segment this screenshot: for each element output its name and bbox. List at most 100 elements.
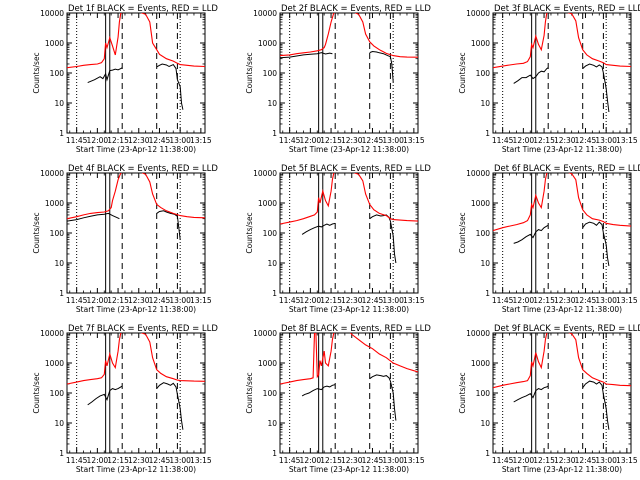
x-tick-label: 12:00 <box>300 456 322 465</box>
y-tick-label: 1 <box>59 289 64 298</box>
y-tick-label: 10 <box>267 419 277 428</box>
y-tick-label: 10000 <box>40 169 64 178</box>
y-tick-label: 10000 <box>40 329 64 338</box>
x-tick-label: 12:15 <box>533 136 555 145</box>
x-tick-label: 12:30 <box>341 296 363 305</box>
y-tick-label: 1000 <box>471 199 490 208</box>
x-tick-label: 13:15 <box>190 136 212 145</box>
y-tick-label: 10000 <box>466 9 490 18</box>
y-tick-label: 10000 <box>40 9 64 18</box>
x-tick-label: 12:00 <box>513 456 535 465</box>
y-tick-label: 100 <box>50 389 65 398</box>
y-tick-label: 100 <box>476 229 491 238</box>
y-tick-label: 100 <box>476 389 491 398</box>
y-tick-label: 1 <box>272 129 277 138</box>
marker-lines <box>502 333 607 453</box>
y-tick-label: 1 <box>272 289 277 298</box>
y-tick-label: 100 <box>50 69 65 78</box>
marker-lines <box>289 13 394 133</box>
x-tick-label: 12:15 <box>107 456 129 465</box>
x-tick-label: 12:15 <box>533 456 555 465</box>
x-tick-label: 12:00 <box>87 136 109 145</box>
panel-title: Det 4f BLACK = Events, RED = LLD <box>68 164 218 174</box>
x-tick-label: 12:45 <box>149 456 171 465</box>
x-tick-label: 12:15 <box>320 456 342 465</box>
y-tick-label: 1 <box>485 129 490 138</box>
x-tick-label: 11:45 <box>66 456 88 465</box>
panel-title: Det 7f BLACK = Events, RED = LLD <box>68 324 218 334</box>
x-axis-label: Start Time (23-Apr-12 11:38:00) <box>502 465 622 474</box>
series-line-events <box>513 67 549 84</box>
x-tick-label: 12:30 <box>341 456 363 465</box>
panel-6: Det 6f BLACK = Events, RED = LLD 1 10 100 10… <box>458 164 640 314</box>
x-tick-label: 13:15 <box>403 296 425 305</box>
x-tick-label: 12:30 <box>341 136 363 145</box>
series-line-events <box>156 63 184 110</box>
x-tick-label: 12:45 <box>362 136 384 145</box>
x-tick-label: 13:00 <box>169 136 191 145</box>
series-line-events <box>280 52 333 59</box>
x-tick-label: 12:30 <box>554 456 576 465</box>
marker-lines <box>289 173 394 293</box>
x-tick-label: 12:15 <box>107 136 129 145</box>
y-tick-label: 10000 <box>253 169 277 178</box>
x-tick-label: 12:45 <box>362 456 384 465</box>
x-tick-label: 13:00 <box>169 296 191 305</box>
marker-lines <box>289 333 394 453</box>
series-group <box>67 333 205 430</box>
panel-4: Det 4f BLACK = Events, RED = LLD 1 10 100 10… <box>32 164 218 314</box>
x-tick-label: 11:45 <box>492 136 514 145</box>
x-tick-label: 12:15 <box>533 296 555 305</box>
series-group <box>493 13 631 113</box>
series-line-events <box>301 384 336 397</box>
x-tick-label: 13:00 <box>595 296 617 305</box>
x-tick-label: 13:00 <box>595 136 617 145</box>
y-axis-label: Counts/sec <box>245 212 254 253</box>
x-tick-label: 11:45 <box>279 456 301 465</box>
x-tick-label: 13:00 <box>382 296 404 305</box>
y-tick-label: 10 <box>267 259 277 268</box>
y-axis-label: Counts/sec <box>32 52 41 93</box>
x-tick-label: 12:00 <box>300 136 322 145</box>
x-tick-label: 12:00 <box>513 296 535 305</box>
series-line-lld <box>280 13 418 58</box>
y-tick-label: 1000 <box>258 199 277 208</box>
x-tick-label: 13:15 <box>403 456 425 465</box>
series-line-lld <box>67 333 205 385</box>
y-axis-label: Counts/sec <box>458 52 467 93</box>
y-tick-label: 10 <box>480 99 490 108</box>
y-tick-label: 1000 <box>45 39 64 48</box>
y-axis-label: Counts/sec <box>32 372 41 413</box>
x-axis-label: Start Time (23-Apr-12 11:38:00) <box>289 465 409 474</box>
y-tick-label: 1 <box>485 449 490 458</box>
marker-lines <box>76 13 181 133</box>
x-axis-label: Start Time (23-Apr-12 11:38:00) <box>502 305 622 314</box>
x-tick-label: 12:00 <box>87 296 109 305</box>
x-tick-label: 12:30 <box>554 136 576 145</box>
y-tick-label: 1000 <box>45 199 64 208</box>
x-tick-label: 12:30 <box>128 136 150 145</box>
x-tick-label: 11:45 <box>279 296 301 305</box>
y-tick-label: 10 <box>54 99 64 108</box>
series-line-events <box>513 385 549 403</box>
x-tick-label: 11:45 <box>492 456 514 465</box>
y-axis-label: Counts/sec <box>245 372 254 413</box>
series-line-lld <box>67 13 205 69</box>
series-line-lld <box>493 13 631 69</box>
x-tick-label: 13:00 <box>382 456 404 465</box>
x-tick-label: 13:15 <box>616 456 638 465</box>
x-tick-label: 11:45 <box>279 136 301 145</box>
y-tick-label: 10 <box>267 99 277 108</box>
series-group <box>280 173 418 264</box>
y-axis-label: Counts/sec <box>458 212 467 253</box>
series-line-events <box>369 374 397 421</box>
series-line-events <box>87 385 123 406</box>
series-line-events <box>156 382 184 430</box>
y-tick-label: 1000 <box>258 39 277 48</box>
y-tick-label: 1000 <box>471 359 490 368</box>
series-group <box>67 13 205 110</box>
x-tick-label: 11:45 <box>492 296 514 305</box>
x-tick-label: 12:45 <box>149 296 171 305</box>
x-tick-label: 12:15 <box>320 136 342 145</box>
